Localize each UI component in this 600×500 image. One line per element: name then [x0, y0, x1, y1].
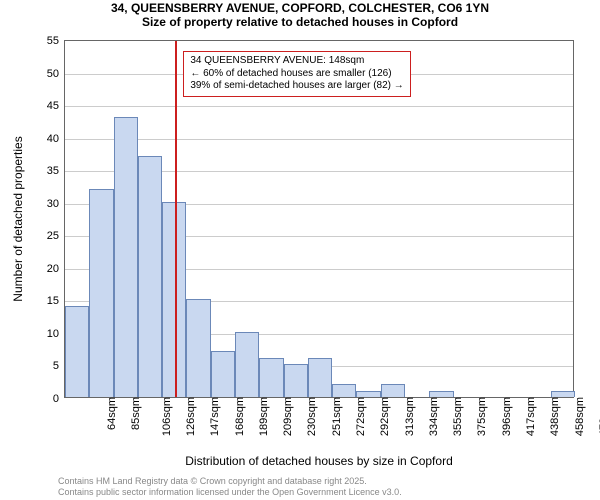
bar — [429, 391, 453, 398]
bar — [65, 306, 89, 397]
x-tick-label: 126sqm — [181, 397, 197, 436]
x-tick-label: 251sqm — [327, 397, 343, 436]
bar — [186, 299, 210, 397]
footer-line1: Contains HM Land Registry data © Crown c… — [58, 476, 402, 487]
x-tick-label: 168sqm — [230, 397, 246, 436]
x-tick-label: 106sqm — [157, 397, 173, 436]
bar — [211, 351, 235, 397]
x-tick-label: 396sqm — [497, 397, 513, 436]
marker-line — [175, 41, 177, 397]
y-tick-label: 55 — [47, 35, 65, 47]
bar — [259, 358, 283, 397]
plot-area: 34 QUEENSBERRY AVENUE: 148sqm ← 60% of d… — [64, 40, 574, 398]
bar — [284, 364, 308, 397]
chart-title: 34, QUEENSBERRY AVENUE, COPFORD, COLCHES… — [0, 2, 600, 30]
callout-line2: ← 60% of detached houses are smaller (12… — [190, 68, 403, 81]
bar — [332, 384, 356, 397]
gridline — [65, 106, 573, 107]
y-tick-label: 20 — [47, 263, 65, 275]
x-tick-label: 85sqm — [126, 397, 142, 430]
chart-root: { "titles": { "line1": "34, QUEENSBERRY … — [0, 0, 600, 500]
callout-line3: 39% of semi-detached houses are larger (… — [190, 80, 403, 93]
y-axis-label: Number of detached properties — [11, 136, 25, 301]
bar — [551, 391, 575, 398]
y-tick-label: 10 — [47, 328, 65, 340]
x-tick-label: 479sqm — [594, 397, 600, 436]
x-tick-label: 355sqm — [448, 397, 464, 436]
x-tick-label: 313sqm — [400, 397, 416, 436]
y-tick-label: 0 — [53, 393, 65, 405]
bar — [114, 117, 138, 397]
y-tick-label: 35 — [47, 165, 65, 177]
x-tick-label: 334sqm — [424, 397, 440, 436]
x-tick-label: 147sqm — [205, 397, 221, 436]
x-tick-label: 64sqm — [102, 397, 118, 430]
y-tick-label: 40 — [47, 133, 65, 145]
x-tick-label: 292sqm — [375, 397, 391, 436]
plot-inner: 34 QUEENSBERRY AVENUE: 148sqm ← 60% of d… — [64, 40, 574, 398]
x-tick-label: 458sqm — [570, 397, 586, 436]
footer: Contains HM Land Registry data © Crown c… — [58, 476, 402, 498]
chart-title-line2: Size of property relative to detached ho… — [0, 16, 600, 30]
bar — [89, 189, 113, 397]
x-tick-label: 209sqm — [278, 397, 294, 436]
chart-title-line1: 34, QUEENSBERRY AVENUE, COPFORD, COLCHES… — [0, 2, 600, 16]
bar — [308, 358, 332, 397]
x-tick-label: 417sqm — [521, 397, 537, 436]
bar — [356, 391, 380, 398]
gridline — [65, 139, 573, 140]
x-tick-label: 438sqm — [545, 397, 561, 436]
x-axis-label: Distribution of detached houses by size … — [64, 454, 574, 468]
callout-box: 34 QUEENSBERRY AVENUE: 148sqm ← 60% of d… — [183, 51, 410, 97]
y-tick-label: 50 — [47, 68, 65, 80]
footer-line2: Contains public sector information licen… — [58, 487, 402, 498]
bar — [138, 156, 162, 397]
y-tick-label: 15 — [47, 295, 65, 307]
callout-line1: 34 QUEENSBERRY AVENUE: 148sqm — [190, 55, 403, 68]
x-tick-label: 272sqm — [351, 397, 367, 436]
x-tick-label: 189sqm — [254, 397, 270, 436]
x-tick-label: 375sqm — [473, 397, 489, 436]
y-tick-label: 30 — [47, 198, 65, 210]
y-tick-label: 5 — [53, 360, 65, 372]
x-tick-label: 230sqm — [303, 397, 319, 436]
bar — [381, 384, 405, 397]
bar — [162, 202, 186, 397]
bar — [235, 332, 259, 397]
y-tick-label: 25 — [47, 230, 65, 242]
y-tick-label: 45 — [47, 100, 65, 112]
